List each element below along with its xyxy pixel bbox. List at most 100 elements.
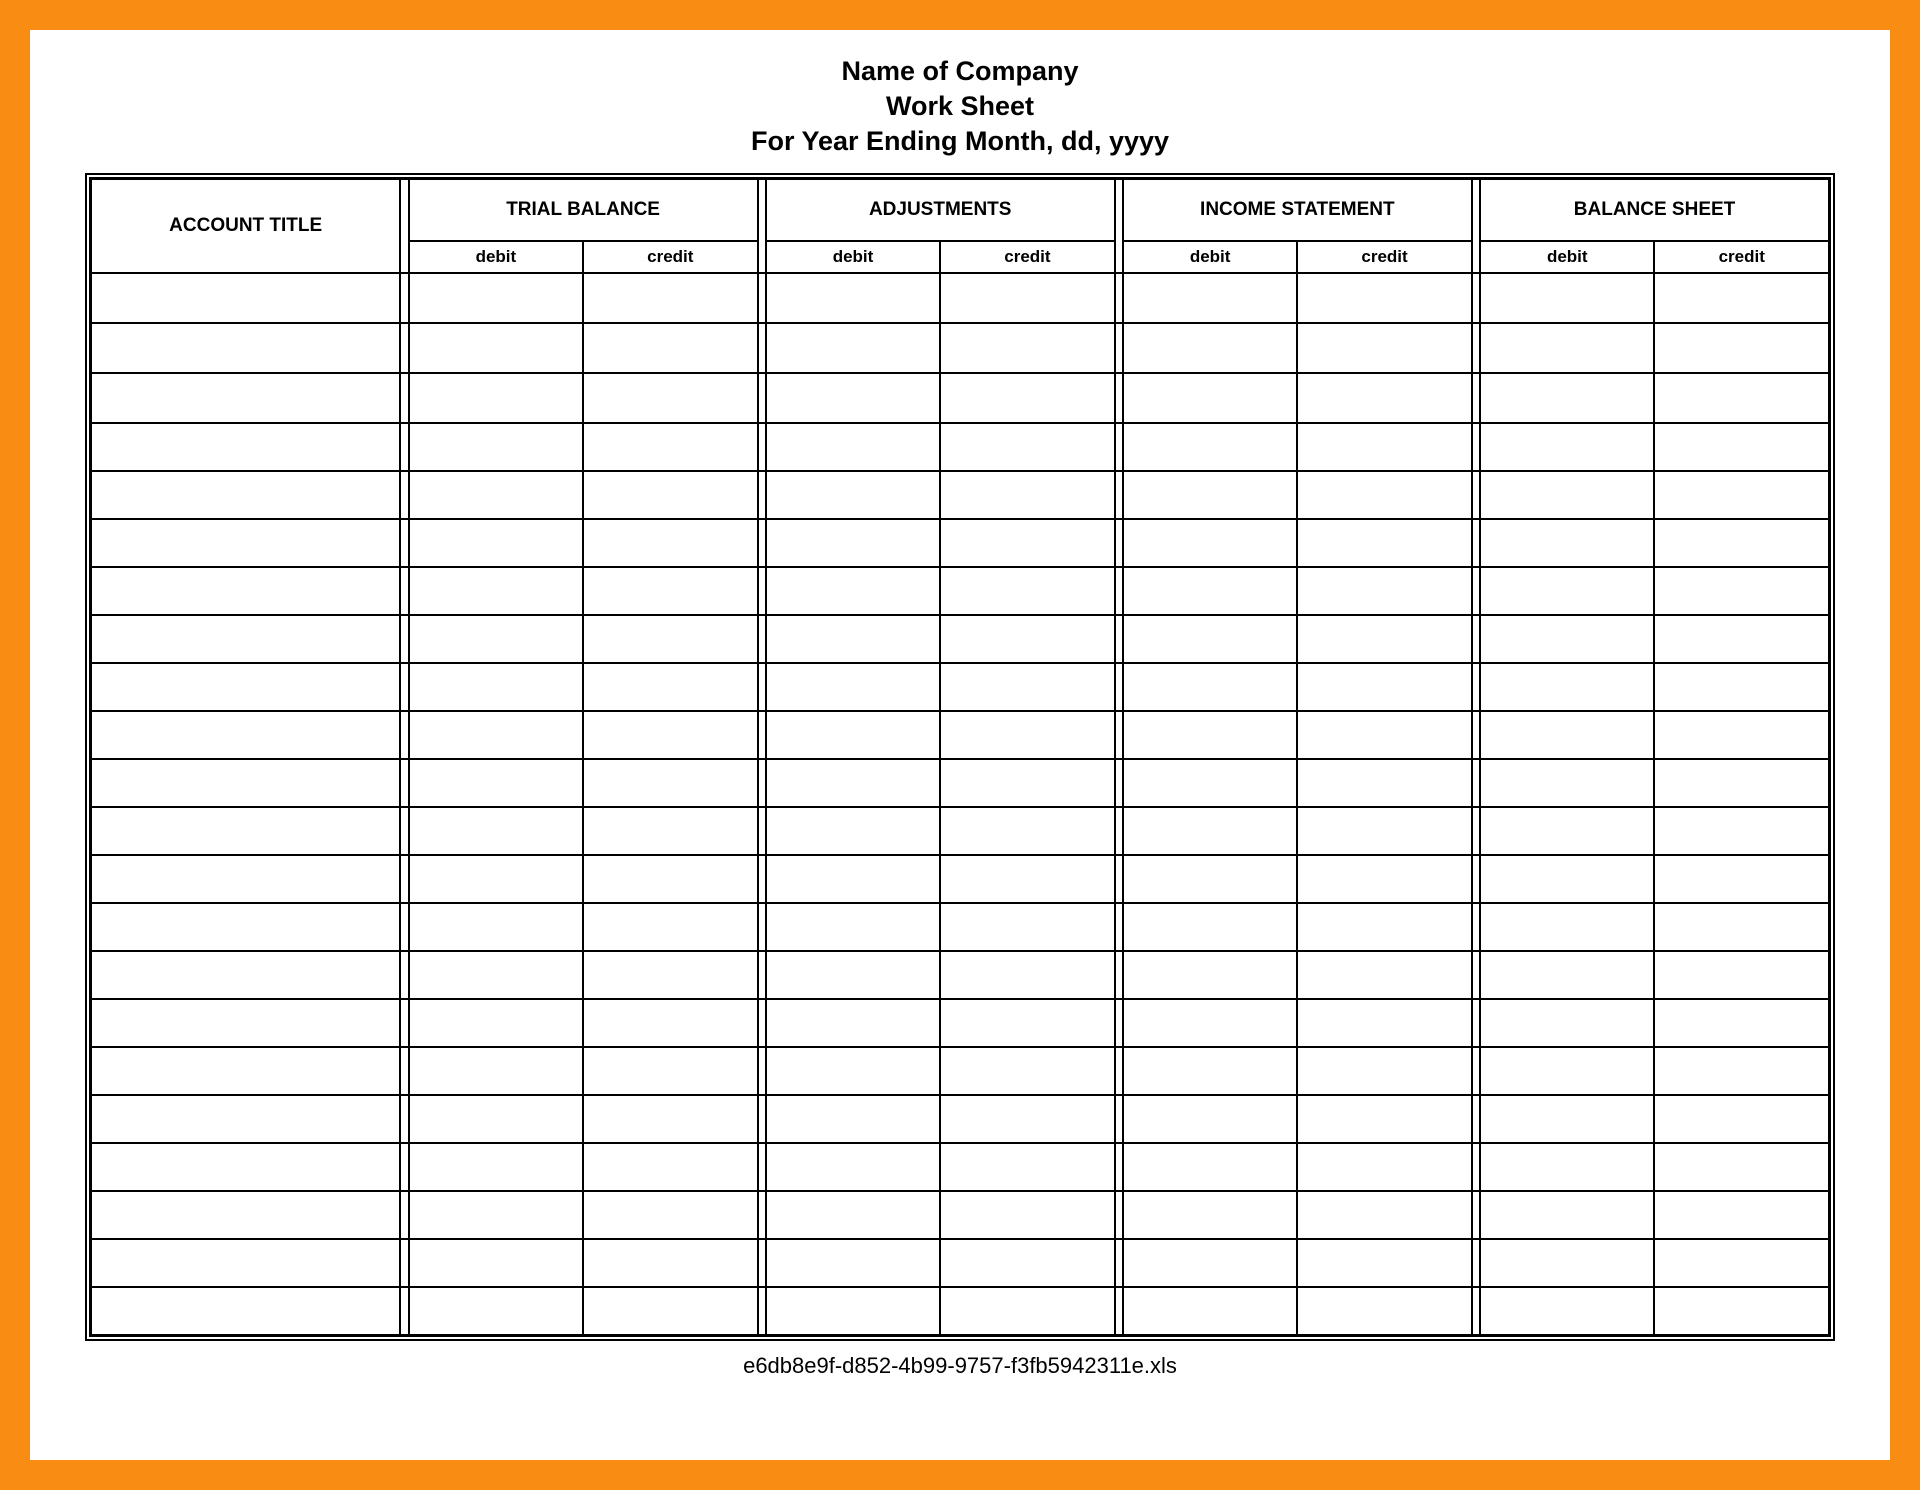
cell-trial-balance-credit bbox=[583, 471, 757, 519]
cell-trial-balance-debit bbox=[409, 1047, 583, 1095]
row-gap bbox=[1115, 807, 1123, 855]
row-gap bbox=[758, 567, 766, 615]
cell-account-title bbox=[91, 1239, 400, 1287]
header-gap bbox=[400, 179, 408, 273]
cell-balance-sheet-credit bbox=[1654, 1095, 1829, 1143]
cell-trial-balance-credit bbox=[583, 1143, 757, 1191]
row-gap bbox=[400, 711, 408, 759]
row-gap bbox=[1115, 1095, 1123, 1143]
cell-trial-balance-credit bbox=[583, 423, 757, 471]
cell-balance-sheet-debit bbox=[1480, 1191, 1654, 1239]
cell-income-statement-debit bbox=[1123, 759, 1297, 807]
cell-account-title bbox=[91, 1047, 400, 1095]
cell-income-statement-debit bbox=[1123, 1191, 1297, 1239]
row-gap bbox=[1115, 423, 1123, 471]
cell-account-title bbox=[91, 903, 400, 951]
row-gap bbox=[1115, 1239, 1123, 1287]
row-gap bbox=[1472, 1143, 1480, 1191]
cell-balance-sheet-credit bbox=[1654, 807, 1829, 855]
cell-trial-balance-credit bbox=[583, 711, 757, 759]
cell-account-title bbox=[91, 615, 400, 663]
header-trial-balance: TRIAL BALANCE bbox=[409, 179, 758, 241]
row-gap bbox=[758, 1191, 766, 1239]
cell-adjustments-debit bbox=[766, 951, 940, 999]
footer-filename: e6db8e9f-d852-4b99-9757-f3fb5942311e.xls bbox=[85, 1353, 1835, 1379]
table-row bbox=[91, 999, 1829, 1047]
cell-income-statement-credit bbox=[1297, 471, 1471, 519]
cell-balance-sheet-credit bbox=[1654, 423, 1829, 471]
row-gap bbox=[400, 807, 408, 855]
cell-account-title bbox=[91, 1191, 400, 1239]
cell-adjustments-debit bbox=[766, 471, 940, 519]
cell-account-title bbox=[91, 807, 400, 855]
row-gap bbox=[1115, 1143, 1123, 1191]
header-balance-credit: credit bbox=[1654, 241, 1829, 273]
row-gap bbox=[400, 323, 408, 373]
cell-trial-balance-credit bbox=[583, 1095, 757, 1143]
cell-trial-balance-credit bbox=[583, 567, 757, 615]
cell-adjustments-debit bbox=[766, 759, 940, 807]
cell-income-statement-debit bbox=[1123, 903, 1297, 951]
cell-account-title bbox=[91, 951, 400, 999]
cell-adjustments-credit bbox=[940, 711, 1114, 759]
cell-trial-balance-debit bbox=[409, 999, 583, 1047]
header-gap bbox=[758, 179, 766, 273]
row-gap bbox=[400, 1047, 408, 1095]
cell-balance-sheet-debit bbox=[1480, 1047, 1654, 1095]
cell-trial-balance-debit bbox=[409, 567, 583, 615]
cell-balance-sheet-debit bbox=[1480, 1143, 1654, 1191]
row-gap bbox=[758, 1239, 766, 1287]
cell-account-title bbox=[91, 273, 400, 323]
cell-trial-balance-credit bbox=[583, 1287, 757, 1335]
row-gap bbox=[758, 759, 766, 807]
cell-income-statement-debit bbox=[1123, 323, 1297, 373]
cell-account-title bbox=[91, 1095, 400, 1143]
row-gap bbox=[1472, 855, 1480, 903]
cell-trial-balance-credit bbox=[583, 1239, 757, 1287]
cell-trial-balance-credit bbox=[583, 519, 757, 567]
header-balance-sheet: BALANCE SHEET bbox=[1480, 179, 1829, 241]
cell-account-title bbox=[91, 471, 400, 519]
header-trial-balance-debit: debit bbox=[409, 241, 583, 273]
cell-trial-balance-debit bbox=[409, 519, 583, 567]
row-gap bbox=[400, 471, 408, 519]
cell-income-statement-credit bbox=[1297, 1047, 1471, 1095]
cell-balance-sheet-credit bbox=[1654, 1287, 1829, 1335]
cell-trial-balance-credit bbox=[583, 855, 757, 903]
cell-income-statement-credit bbox=[1297, 615, 1471, 663]
cell-income-statement-credit bbox=[1297, 1143, 1471, 1191]
cell-adjustments-credit bbox=[940, 471, 1114, 519]
cell-income-statement-debit bbox=[1123, 1287, 1297, 1335]
row-gap bbox=[1115, 1287, 1123, 1335]
row-gap bbox=[758, 711, 766, 759]
cell-adjustments-credit bbox=[940, 807, 1114, 855]
cell-adjustments-debit bbox=[766, 855, 940, 903]
row-gap bbox=[400, 423, 408, 471]
cell-trial-balance-debit bbox=[409, 855, 583, 903]
row-gap bbox=[1115, 273, 1123, 323]
cell-balance-sheet-credit bbox=[1654, 1239, 1829, 1287]
cell-balance-sheet-debit bbox=[1480, 1239, 1654, 1287]
cell-trial-balance-credit bbox=[583, 951, 757, 999]
header-trial-balance-credit: credit bbox=[583, 241, 757, 273]
cell-balance-sheet-credit bbox=[1654, 615, 1829, 663]
cell-adjustments-credit bbox=[940, 273, 1114, 323]
table-row bbox=[91, 567, 1829, 615]
header-section-row: ACCOUNT TITLE TRIAL BALANCE ADJUSTMENTS … bbox=[91, 179, 1829, 241]
row-gap bbox=[758, 663, 766, 711]
table-row bbox=[91, 615, 1829, 663]
cell-trial-balance-debit bbox=[409, 615, 583, 663]
cell-income-statement-debit bbox=[1123, 471, 1297, 519]
row-gap bbox=[1472, 1191, 1480, 1239]
row-gap bbox=[1472, 759, 1480, 807]
cell-balance-sheet-credit bbox=[1654, 273, 1829, 323]
cell-income-statement-credit bbox=[1297, 1095, 1471, 1143]
cell-income-statement-debit bbox=[1123, 423, 1297, 471]
row-gap bbox=[758, 999, 766, 1047]
cell-trial-balance-credit bbox=[583, 273, 757, 323]
cell-income-statement-credit bbox=[1297, 1239, 1471, 1287]
cell-balance-sheet-credit bbox=[1654, 759, 1829, 807]
cell-trial-balance-debit bbox=[409, 273, 583, 323]
cell-trial-balance-credit bbox=[583, 903, 757, 951]
cell-trial-balance-debit bbox=[409, 807, 583, 855]
